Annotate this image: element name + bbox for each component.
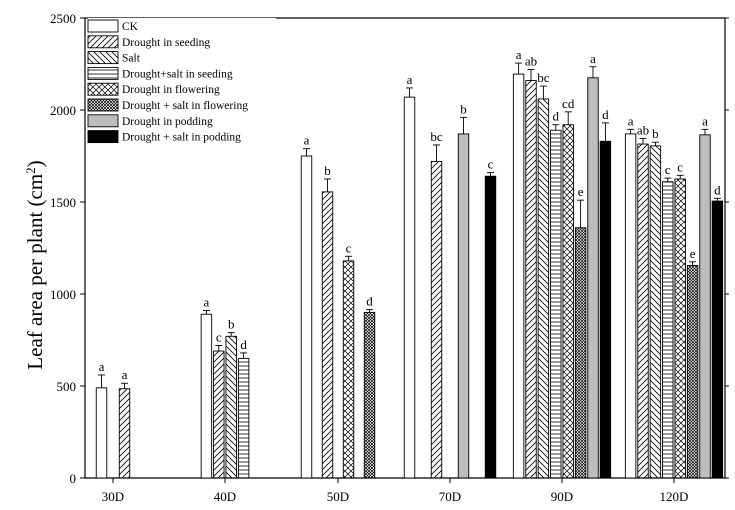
- bar: [525, 80, 537, 479]
- legend-label: Drought in flowering: [122, 84, 220, 96]
- bar: [237, 357, 250, 479]
- y-tick-label: 0: [70, 471, 77, 486]
- significance-label: e: [578, 184, 584, 199]
- bar: [624, 133, 637, 479]
- significance-label: d: [602, 107, 609, 122]
- legend-swatch: [87, 66, 119, 80]
- significance-label: b: [460, 101, 467, 116]
- bar: [686, 265, 699, 479]
- legend-swatch: [87, 130, 119, 144]
- significance-label: ab: [637, 123, 649, 138]
- significance-label: a: [516, 47, 522, 62]
- bar: [711, 200, 724, 479]
- legend: CK Drought in seeding Salt Drought+salt in …: [87, 18, 276, 148]
- legend-label: Salt: [122, 53, 141, 65]
- y-axis-title: Leaf area per plant (cm2): [23, 160, 48, 369]
- bar: [95, 387, 108, 479]
- significance-label: a: [628, 113, 634, 128]
- significance-label: a: [99, 359, 105, 374]
- significance-label: c: [346, 240, 352, 255]
- x-tick-label: 40D: [214, 489, 236, 504]
- bar: [363, 311, 376, 479]
- bar: [574, 227, 587, 479]
- significance-label: c: [665, 162, 671, 177]
- y-axis-label: Leaf area per plant (cm2): [23, 160, 48, 369]
- significance-label: d: [240, 337, 247, 352]
- bar: [674, 178, 686, 479]
- y-tick-label: 2000: [50, 103, 76, 118]
- bar: [300, 155, 313, 479]
- legend-label: Drought + salt in flowering: [122, 100, 248, 112]
- x-tick-label: 90D: [551, 489, 573, 504]
- legend-label: CK: [122, 21, 139, 33]
- significance-label: c: [216, 330, 222, 345]
- significance-label: d: [553, 109, 560, 124]
- bar: [599, 140, 612, 479]
- legend-swatch: [87, 98, 119, 112]
- significance-label: e: [690, 246, 696, 261]
- bar: [512, 73, 525, 479]
- bar: [430, 161, 443, 479]
- bar: [200, 313, 213, 479]
- significance-label: b: [324, 163, 331, 178]
- bar: [118, 388, 131, 479]
- legend-label: Drought in podding: [122, 116, 213, 128]
- bar: [403, 96, 416, 479]
- legend-swatch: [87, 114, 119, 128]
- legend-swatch: [87, 51, 119, 65]
- significance-label: bc: [537, 70, 550, 85]
- legend-label: Drought + salt in podding: [122, 132, 241, 144]
- bar: [537, 98, 550, 479]
- y-axis-label-superscript: 2: [23, 167, 38, 174]
- y-tick-label: 500: [57, 379, 77, 394]
- x-tick-label: 30D: [102, 489, 124, 504]
- significance-label: a: [590, 51, 596, 66]
- legend-swatch: [87, 35, 119, 49]
- bar: [321, 191, 334, 479]
- significance-label: a: [407, 72, 413, 87]
- bar: [342, 260, 355, 479]
- significance-label: c: [677, 159, 683, 174]
- significance-label: c: [488, 157, 494, 172]
- legend-label: Drought+salt in seeding: [122, 68, 233, 80]
- significance-label: b: [652, 126, 659, 141]
- significance-label: a: [122, 367, 128, 382]
- bar: [213, 350, 225, 479]
- legend-swatch: [87, 19, 119, 33]
- legend-swatch: [87, 82, 119, 96]
- bar: [662, 181, 674, 479]
- significance-label: a: [204, 295, 210, 310]
- plot-area: 0 500 1000 1500 2000 2500 30D 40D 50D 70D 90D 120D a…: [50, 11, 729, 504]
- bar: [562, 124, 574, 479]
- significance-label: d: [366, 294, 373, 309]
- y-axis-label-text: Leaf area per plant (cm: [23, 174, 47, 370]
- bar: [699, 134, 711, 479]
- bar: [587, 77, 599, 479]
- significance-label: a: [702, 113, 708, 128]
- y-tick-label: 1000: [50, 287, 76, 302]
- bar: [649, 145, 662, 479]
- bar: [550, 129, 562, 479]
- bar: [457, 133, 470, 479]
- x-tick-label: 120D: [660, 489, 689, 504]
- y-axis-label-close: ): [23, 160, 47, 167]
- bar: [225, 335, 237, 479]
- bar: [484, 175, 497, 479]
- significance-label: ab: [525, 54, 537, 69]
- legend-label: Drought in seeding: [122, 37, 210, 49]
- y-tick-label: 1500: [50, 195, 76, 210]
- significance-label: d: [714, 182, 721, 197]
- significance-label: a: [304, 133, 310, 148]
- significance-label: bc: [430, 129, 443, 144]
- y-tick-label: 2500: [50, 11, 76, 26]
- legend-background: [88, 18, 276, 148]
- bar: [637, 143, 649, 479]
- x-tick-label: 50D: [327, 489, 349, 504]
- significance-label: cd: [562, 96, 575, 111]
- significance-label: b: [228, 317, 235, 332]
- x-tick-label: 70D: [439, 489, 461, 504]
